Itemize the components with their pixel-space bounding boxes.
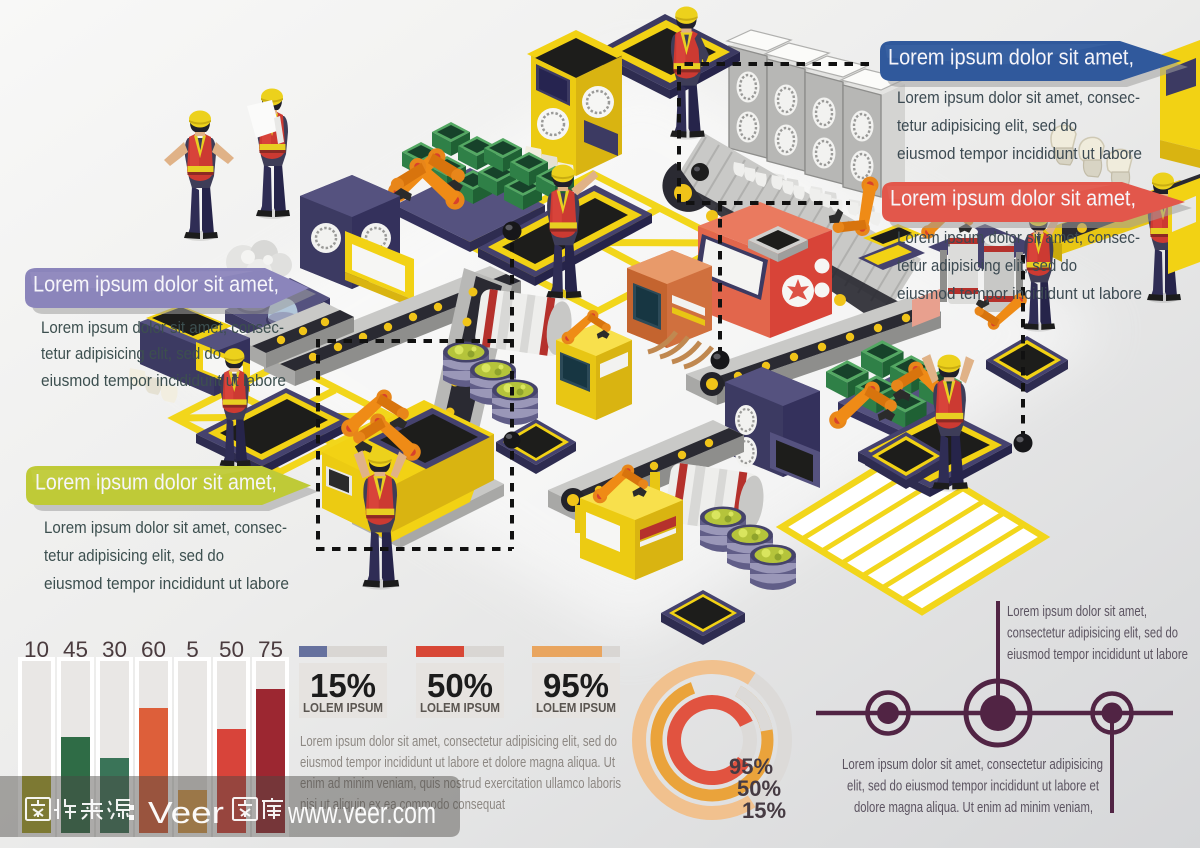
svg-text:95%: 95% [729, 754, 773, 779]
svg-text:30: 30 [102, 637, 127, 662]
svg-text:eiusmod tempor incididunt ut l: eiusmod tempor incididunt ut labore [1007, 647, 1188, 663]
svg-text:eiusmod tempor incididunt ut l: eiusmod tempor incididunt ut labore [897, 285, 1142, 303]
svg-text:45: 45 [63, 637, 88, 662]
svg-text:Lorem ipsum dolor sit amet, co: Lorem ipsum dolor sit amet, consec- [897, 89, 1140, 107]
svg-text:Lorem ipsum dolor sit amet,: Lorem ipsum dolor sit amet, [35, 470, 277, 495]
svg-text:dolore magna aliqua. Ut enim a: dolore magna aliqua. Ut enim ad minim ve… [854, 800, 1093, 816]
svg-text:15%: 15% [310, 667, 376, 704]
svg-text:LOLEM IPSUM: LOLEM IPSUM [303, 701, 383, 715]
svg-text:60: 60 [141, 637, 166, 662]
svg-text:eiusmod tempor incididunt ut l: eiusmod tempor incididunt ut labore et d… [300, 755, 615, 771]
svg-text:Lorem ipsum dolor sit amet,: Lorem ipsum dolor sit amet, [890, 186, 1136, 211]
svg-text:tetur adipisicing elit, sed do: tetur adipisicing elit, sed do [897, 257, 1077, 275]
svg-text:50%: 50% [737, 776, 781, 801]
svg-text:Lorem ipsum dolor sit amet, co: Lorem ipsum dolor sit amet, consectetur … [300, 734, 617, 750]
svg-text:LOLEM IPSUM: LOLEM IPSUM [536, 701, 616, 715]
svg-text:eiusmod tempor incididunt ut l: eiusmod tempor incididunt ut labore [897, 145, 1142, 163]
svg-text:Lorem ipsum dolor sit amet, co: Lorem ipsum dolor sit amet, consec- [41, 319, 284, 337]
svg-text:50%: 50% [427, 667, 493, 704]
svg-text:LOLEM IPSUM: LOLEM IPSUM [420, 701, 500, 715]
svg-text:Lorem ipsum dolor sit amet, co: Lorem ipsum dolor sit amet, consectetur … [842, 757, 1103, 773]
svg-text:10: 10 [24, 637, 49, 662]
svg-text:Lorem ipsum dolor sit amet,: Lorem ipsum dolor sit amet, [33, 272, 279, 297]
svg-text:Lorem ipsum dolor sit amet,: Lorem ipsum dolor sit amet, [888, 45, 1134, 70]
svg-text:tetur adipisicing elit, sed do: tetur adipisicing elit, sed do [41, 345, 221, 363]
svg-text:elit, sed do eiusmod tempor in: elit, sed do eiusmod tempor incididunt u… [847, 779, 1099, 795]
svg-text:95%: 95% [543, 667, 609, 704]
svg-text:Lorem ipsum dolor sit amet, co: Lorem ipsum dolor sit amet, consec- [897, 229, 1140, 247]
svg-text:www.veer.com: www.veer.com [287, 795, 436, 830]
svg-text:consectetur adipisicing elit,: consectetur adipisicing elit, sed do [1007, 626, 1178, 642]
svg-text:75: 75 [258, 637, 283, 662]
svg-text:Lorem ipsum dolor sit amet,: Lorem ipsum dolor sit amet, [1007, 604, 1147, 620]
svg-text:50: 50 [219, 637, 244, 662]
svg-text:eiusmod tempor incididunt ut l: eiusmod tempor incididunt ut labore [41, 372, 286, 390]
svg-text:5: 5 [186, 637, 199, 662]
svg-text:enim ad minim veniam, quis nos: enim ad minim veniam, quis nostrud exerc… [300, 776, 621, 792]
svg-text:Lorem ipsum dolor sit amet, co: Lorem ipsum dolor sit amet, consec- [44, 519, 287, 537]
svg-text:tetur adipisicing elit, sed do: tetur adipisicing elit, sed do [44, 547, 224, 565]
svg-text:eiusmod tempor incididunt ut l: eiusmod tempor incididunt ut labore [44, 575, 289, 593]
svg-text:nisi ut aliquip ex ea commodo: nisi ut aliquip ex ea commodo consequat [300, 797, 505, 813]
svg-text:Veer: Veer [148, 795, 224, 830]
svg-text:15%: 15% [742, 798, 786, 823]
svg-text:tetur adipisicing elit, sed do: tetur adipisicing elit, sed do [897, 117, 1077, 135]
